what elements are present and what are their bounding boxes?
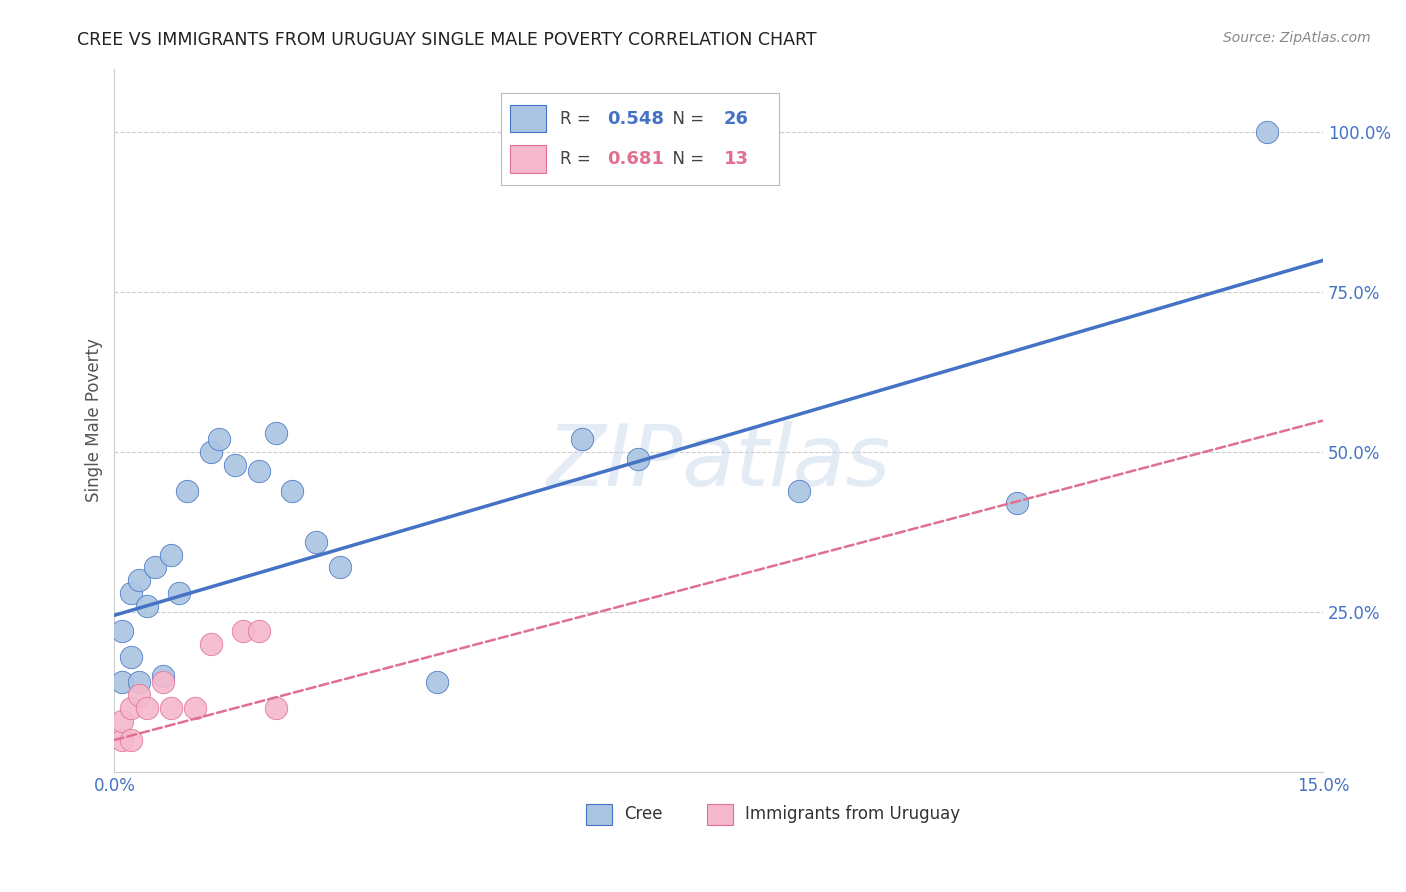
Point (264, 701, 287, 715)
Point (627, 451, 650, 466)
Point (329, 560, 352, 574)
Point (152, 675, 174, 690)
Point (789, 483, 811, 498)
Point (143, 560, 166, 574)
Point (426, 675, 449, 690)
Point (1256, 126, 1278, 140)
Point (1005, 496, 1028, 510)
Point (135, 701, 157, 715)
Text: Immigrants from Uruguay: Immigrants from Uruguay (745, 805, 960, 823)
Point (111, 714, 134, 728)
Point (159, 548, 181, 562)
Point (280, 483, 302, 498)
Point (128, 688, 150, 702)
Point (120, 586, 142, 600)
Point (167, 586, 190, 600)
Point (120, 701, 142, 715)
Text: Source: ZipAtlas.com: Source: ZipAtlas.com (1223, 31, 1371, 45)
Point (120, 733, 142, 747)
Point (571, 433, 593, 447)
Point (152, 669, 174, 683)
Point (264, 425, 287, 440)
FancyBboxPatch shape (707, 804, 734, 825)
Point (232, 624, 254, 639)
Point (200, 637, 222, 651)
Point (249, 624, 271, 639)
Point (200, 445, 222, 459)
Point (208, 433, 231, 447)
Point (249, 464, 271, 478)
Point (128, 573, 150, 587)
Point (184, 701, 207, 715)
FancyBboxPatch shape (586, 804, 613, 825)
Point (111, 733, 134, 747)
Point (176, 483, 198, 498)
Text: ZIPatlas: ZIPatlas (547, 421, 891, 504)
Point (224, 458, 246, 472)
Text: Cree: Cree (624, 805, 664, 823)
Text: CREE VS IMMIGRANTS FROM URUGUAY SINGLE MALE POVERTY CORRELATION CHART: CREE VS IMMIGRANTS FROM URUGUAY SINGLE M… (77, 31, 817, 49)
Point (135, 599, 157, 613)
Point (305, 534, 328, 549)
Point (120, 649, 142, 664)
Point (111, 624, 134, 639)
Point (128, 675, 150, 690)
Y-axis label: Single Male Poverty: Single Male Poverty (86, 338, 103, 502)
Point (159, 701, 181, 715)
Point (111, 675, 134, 690)
